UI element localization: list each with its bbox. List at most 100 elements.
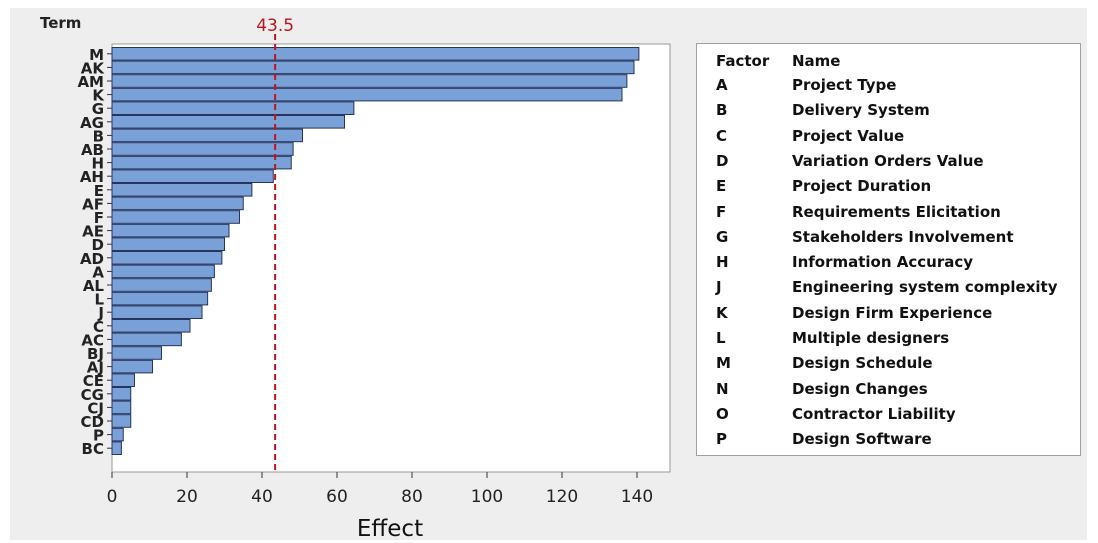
y-tick-label-cg: CG xyxy=(81,386,104,404)
bar-cj xyxy=(111,400,132,415)
legend-header-factor: Factor xyxy=(716,52,770,70)
bar-a xyxy=(111,264,215,279)
y-tick-label-ad: AD xyxy=(80,250,104,268)
bar-ak xyxy=(111,60,635,75)
legend-name: Contractor Liability xyxy=(792,404,956,423)
bar-ad xyxy=(111,251,223,265)
y-tick-label-a: A xyxy=(92,263,104,281)
y-tick-label-m: M xyxy=(89,46,104,64)
bar-al xyxy=(111,278,212,292)
y-tick-label-ce: CE xyxy=(83,372,104,390)
legend-factor: O xyxy=(716,404,729,423)
bar-m xyxy=(111,47,640,61)
bar-am xyxy=(111,74,628,88)
legend-name: Design Firm Experience xyxy=(792,303,993,322)
legend-name: Information Accuracy xyxy=(792,253,974,272)
y-tick-label-c: C xyxy=(93,318,104,336)
legend-factor: L xyxy=(716,329,726,347)
legend-factor: C xyxy=(716,126,728,145)
legend-factor: F xyxy=(716,202,727,221)
bar-aj xyxy=(111,359,153,374)
bar-bc xyxy=(111,441,122,455)
bar-g xyxy=(111,101,355,116)
y-tick-label-b: B xyxy=(93,127,104,145)
legend-factor: E xyxy=(716,177,727,196)
bar-c xyxy=(111,319,191,333)
legend-factor: J xyxy=(716,278,722,297)
bar-ae xyxy=(111,223,230,238)
legend-factor: H xyxy=(716,253,729,272)
bar-h xyxy=(111,155,292,170)
x-tick-label-100: 100 xyxy=(471,487,503,507)
y-tick-label-af: AF xyxy=(82,195,104,213)
y-tick-label-cd: CD xyxy=(81,413,104,431)
bar-l xyxy=(111,291,209,306)
y-tick-label-al: AL xyxy=(83,277,105,295)
legend-factor: K xyxy=(716,303,728,322)
legend-name: Project Type xyxy=(792,76,897,94)
legend-name: Delivery System xyxy=(792,101,930,120)
legend-name: Requirements Elicitation xyxy=(792,202,1001,221)
reference-line-group: 43.5 xyxy=(256,16,294,472)
bar-bj xyxy=(111,346,162,360)
y-tick-label-bj: BJ xyxy=(87,345,104,363)
y-tick-label-j: J xyxy=(97,304,104,322)
x-tick-label-60: 60 xyxy=(326,487,348,507)
y-tick-label-bc: BC xyxy=(82,440,104,458)
y-tick-label-l: L xyxy=(94,291,104,309)
legend-factor: G xyxy=(716,227,729,246)
x-axis: 0 20 40 60 80 100 120 140 xyxy=(107,472,653,507)
y-tick-label-cj: CJ xyxy=(87,399,104,417)
legend-name: Design Changes xyxy=(792,379,928,398)
bar-ah xyxy=(111,169,274,183)
x-tick-label-0: 0 xyxy=(107,487,118,507)
legend-factor: N xyxy=(716,379,729,398)
bar-cg xyxy=(111,387,132,401)
legend-name: Multiple designers xyxy=(792,329,950,347)
legend-factor: D xyxy=(716,151,729,170)
legend-name: Variation Orders Value xyxy=(792,151,984,170)
legend-name: Project Value xyxy=(792,126,905,145)
legend-factor: B xyxy=(716,101,728,120)
bar-ab xyxy=(111,142,294,156)
y-tick-label-p: P xyxy=(93,427,104,445)
y-tick-label-ak: AK xyxy=(81,59,106,77)
y-tick-label-f: F xyxy=(94,209,104,227)
bar-f xyxy=(111,210,240,224)
x-tick-label-140: 140 xyxy=(621,487,653,507)
y-tick-label-h: H xyxy=(91,155,104,173)
legend-factor: M xyxy=(716,354,731,373)
y-tick-labels: MAKAMKGAGBABHAHEAFFAEDADAALLJCACBJAJCECG… xyxy=(77,46,112,458)
x-axis-title: Effect xyxy=(357,516,423,542)
bar-d xyxy=(111,237,225,251)
y-tick-label-e: E xyxy=(94,182,104,200)
y-tick-label-am: AM xyxy=(77,73,104,91)
y-tick-label-g: G xyxy=(92,100,104,118)
bar-ag xyxy=(111,115,345,129)
y-tick-label-aj: AJ xyxy=(87,359,104,377)
bar-b xyxy=(111,128,303,143)
legend-name: Engineering system complexity xyxy=(792,278,1058,297)
legend-name: Stakeholders Involvement xyxy=(792,227,1014,246)
bar-k xyxy=(111,87,623,102)
legend-factor: P xyxy=(716,430,727,449)
legend-header-name: Name xyxy=(792,52,841,70)
reference-line-label: 43.5 xyxy=(256,16,294,36)
bar-e xyxy=(111,183,253,197)
x-tick-label-40: 40 xyxy=(251,487,273,507)
x-tick-label-80: 80 xyxy=(401,487,423,507)
y-tick-label-ah: AH xyxy=(80,168,104,186)
bar-ac xyxy=(111,332,182,347)
y-tick-label-d: D xyxy=(92,236,104,254)
legend-name: Design Schedule xyxy=(792,354,933,373)
y-tick-label-k: K xyxy=(92,87,105,105)
bar-p xyxy=(111,427,124,442)
factor-legend: Factor Name A Project Type B Delivery Syste… xyxy=(696,43,1081,456)
bar-cd xyxy=(111,414,132,428)
legend-name: Design Software xyxy=(792,430,932,449)
y-tick-label-ab: AB xyxy=(81,141,104,159)
y-axis-title: Term xyxy=(40,14,81,32)
x-tick-label-120: 120 xyxy=(546,487,578,507)
legend-factor: A xyxy=(716,76,728,94)
